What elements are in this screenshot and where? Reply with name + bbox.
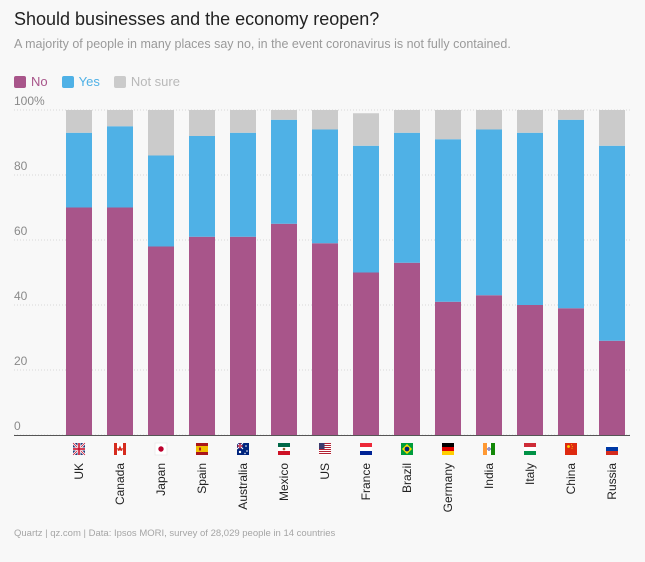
bar-yes xyxy=(394,132,420,263)
bar-no xyxy=(271,223,297,435)
x-tick-label: Russia xyxy=(605,463,619,500)
x-tick-label: UK xyxy=(72,463,86,480)
mexico-flag-icon xyxy=(278,443,290,455)
y-tick-label: 0 xyxy=(14,419,21,433)
legend-item-yes: Yes xyxy=(61,74,100,89)
bar-yes xyxy=(476,129,502,296)
bar-yes xyxy=(189,136,215,237)
x-tick-label: Australia xyxy=(236,463,250,510)
bar-yes xyxy=(148,155,174,247)
bar-no xyxy=(558,308,584,435)
x-tick-label: Italy xyxy=(523,463,537,485)
bar-yes xyxy=(312,129,338,244)
y-tick-label: 80 xyxy=(14,159,28,173)
legend-swatch-no xyxy=(14,75,26,88)
bar-yes xyxy=(599,145,625,341)
bar-not-sure xyxy=(148,110,174,156)
legend-label-no: No xyxy=(31,74,48,89)
y-tick-label: 40 xyxy=(14,289,28,303)
bar-not-sure xyxy=(394,110,420,133)
france-flag-icon xyxy=(360,443,372,455)
chart-title: Should businesses and the economy reopen… xyxy=(14,9,380,29)
y-tick-label: 60 xyxy=(14,224,28,238)
legend-label-not-sure: Not sure xyxy=(130,74,180,89)
y-tick-label: 20 xyxy=(14,354,28,368)
x-tick-label: Japan xyxy=(154,463,168,496)
bar-yes xyxy=(558,119,584,309)
bar-no xyxy=(148,246,174,435)
x-tick-label: US xyxy=(318,463,332,480)
bar-yes xyxy=(353,145,379,273)
bar-not-sure xyxy=(558,110,584,120)
legend-item-not-sure: Not sure xyxy=(113,74,180,89)
x-tick-label: Germany xyxy=(441,463,455,512)
legend-item-no: No xyxy=(14,74,48,89)
russia-flag-icon xyxy=(606,443,618,455)
brazil-flag-icon xyxy=(401,443,413,455)
x-tick-label: Mexico xyxy=(277,463,291,501)
bar-not-sure xyxy=(66,110,92,133)
bar-yes xyxy=(271,119,297,224)
y-tick-label: 100% xyxy=(14,94,45,108)
chart-subtitle: A majority of people in many places say … xyxy=(14,37,511,51)
india-flag-icon xyxy=(483,443,495,455)
bar-yes xyxy=(517,132,543,305)
germany-flag-icon xyxy=(442,443,454,455)
x-tick-label: India xyxy=(482,463,496,489)
source-footer: Quartz | qz.com | Data: Ipsos MORI, surv… xyxy=(14,528,336,539)
bar-not-sure xyxy=(312,110,338,130)
italy-flag-icon xyxy=(524,443,536,455)
legend-swatch-not-sure xyxy=(113,75,126,88)
bar-no xyxy=(435,301,461,435)
bar-not-sure xyxy=(517,110,543,133)
bar-no xyxy=(189,236,215,435)
bar-not-sure xyxy=(353,113,379,146)
x-tick-label: China xyxy=(564,463,578,495)
legend-swatch-yes xyxy=(61,75,74,88)
bar-no xyxy=(107,207,133,435)
bar-no xyxy=(476,295,502,435)
legend: No Yes Not sure xyxy=(14,74,180,89)
spain-flag-icon xyxy=(196,443,208,455)
australia-flag-icon xyxy=(236,442,249,455)
japan-flag-icon xyxy=(154,442,168,456)
bar-not-sure xyxy=(189,110,215,136)
bar-no xyxy=(230,236,256,435)
bar-yes xyxy=(66,132,92,208)
bar-yes xyxy=(230,132,256,237)
bar-no xyxy=(599,340,625,435)
bar-not-sure xyxy=(476,110,502,130)
bar-no xyxy=(312,243,338,435)
bar-not-sure xyxy=(107,110,133,127)
bar-not-sure xyxy=(271,110,297,120)
x-tick-label: Brazil xyxy=(400,463,414,493)
bar-not-sure xyxy=(230,110,256,133)
x-tick-label: France xyxy=(359,463,373,501)
canada-flag-icon xyxy=(114,443,126,455)
bar-no xyxy=(517,305,543,435)
x-tick-label: Canada xyxy=(113,463,127,505)
bar-yes xyxy=(107,126,133,208)
bar-no xyxy=(394,262,420,435)
us-flag-icon xyxy=(319,443,331,455)
legend-label-yes: Yes xyxy=(78,74,100,89)
uk-flag-icon xyxy=(72,442,86,456)
bar-yes xyxy=(435,139,461,302)
china-flag-icon xyxy=(565,443,577,455)
x-tick-label: Spain xyxy=(195,463,209,494)
bar-no xyxy=(66,207,92,435)
bar-no xyxy=(353,272,379,435)
bar-not-sure xyxy=(599,110,625,146)
bar-not-sure xyxy=(435,110,461,140)
